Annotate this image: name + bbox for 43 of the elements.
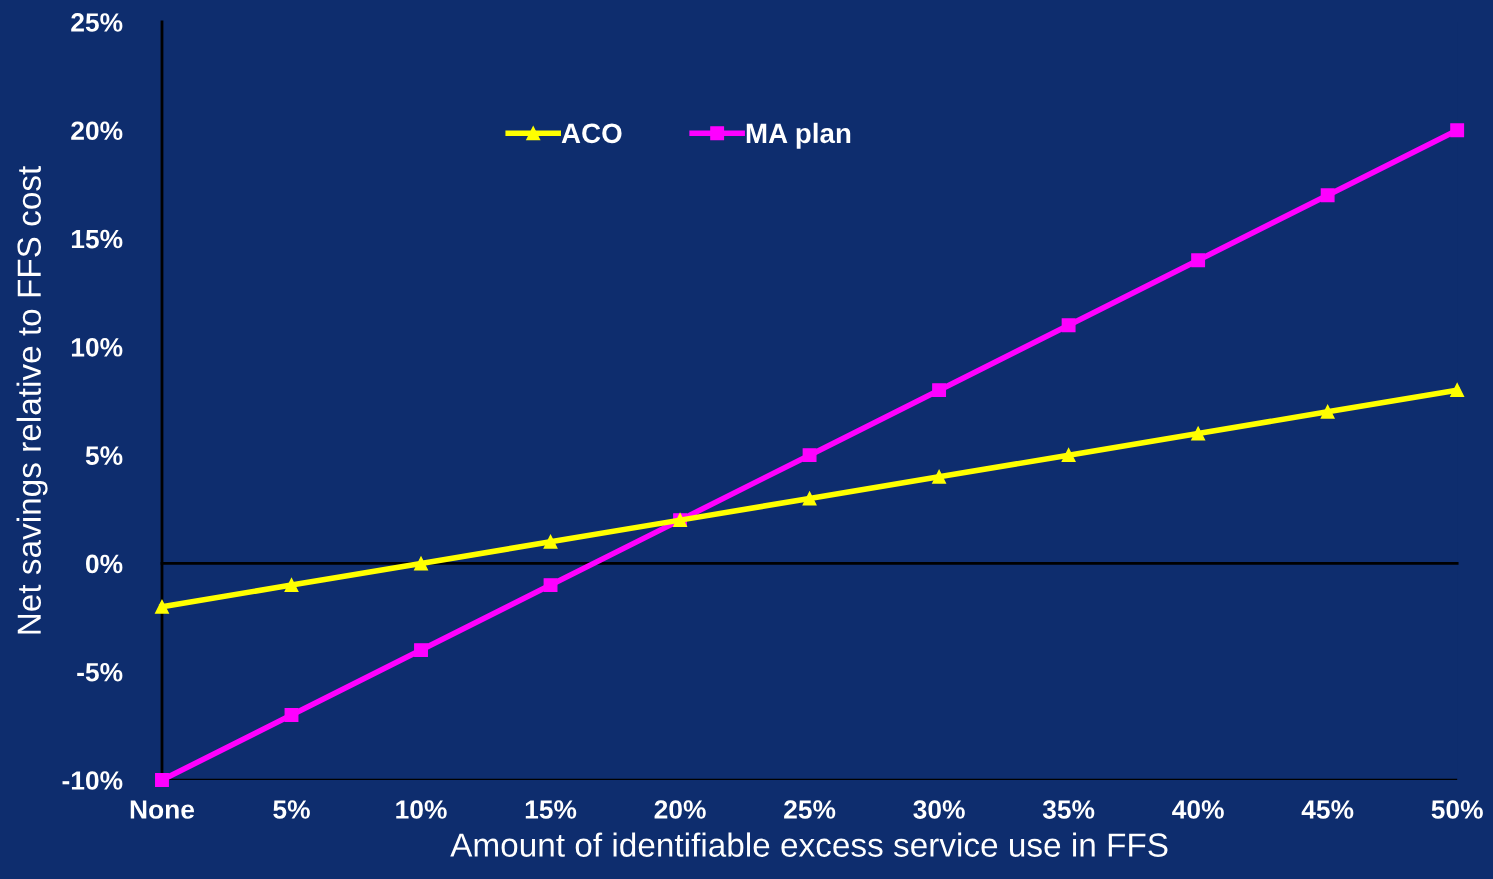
point <box>802 448 817 463</box>
point <box>414 643 428 658</box>
point <box>1061 318 1076 333</box>
y-tick-label: 10% <box>71 337 123 357</box>
point <box>1061 448 1076 463</box>
x-tick-label: 35% <box>1042 800 1095 819</box>
x-tick-label: 20% <box>654 800 706 819</box>
point <box>284 708 299 722</box>
x-axis-title: Amount of identifiable excess service use in FFS <box>450 832 1168 857</box>
y-tick-label: -5% <box>77 662 123 682</box>
x-tick-label: 5% <box>273 800 310 819</box>
y-tick-label: 25% <box>71 13 123 32</box>
x-tick-label: 30% <box>913 800 965 819</box>
legend-label: MA plan <box>746 122 851 149</box>
legend-label: ACO <box>561 123 622 144</box>
y-tick-label: 15% <box>71 229 123 249</box>
point <box>1450 383 1465 398</box>
y-axis-title: Net savings relative to FFS cost <box>16 165 48 634</box>
y-tick-label: -10% <box>62 771 123 790</box>
point <box>932 383 947 398</box>
point <box>1191 253 1206 268</box>
point <box>802 491 817 506</box>
point <box>1320 404 1335 419</box>
x-tick-label: None <box>130 800 195 819</box>
x-tick-label: 25% <box>784 800 836 819</box>
point <box>1191 426 1206 441</box>
point <box>1450 123 1465 138</box>
point <box>543 578 558 593</box>
x-tick-label: 45% <box>1301 800 1354 819</box>
x-tick-label: 10% <box>396 800 447 819</box>
point <box>155 599 169 614</box>
x-tick-label: 40% <box>1172 800 1224 819</box>
y-tick-label: 0% <box>86 554 123 574</box>
point <box>284 578 299 593</box>
point <box>543 534 558 549</box>
y-tick-label: 5% <box>85 446 123 465</box>
point <box>932 469 947 484</box>
point <box>155 773 169 787</box>
x-tick-label: 15% <box>525 800 577 819</box>
point <box>414 556 428 571</box>
y-tick-label: 20% <box>71 121 123 141</box>
x-tick-label: 50% <box>1431 800 1483 819</box>
point <box>1320 188 1335 203</box>
